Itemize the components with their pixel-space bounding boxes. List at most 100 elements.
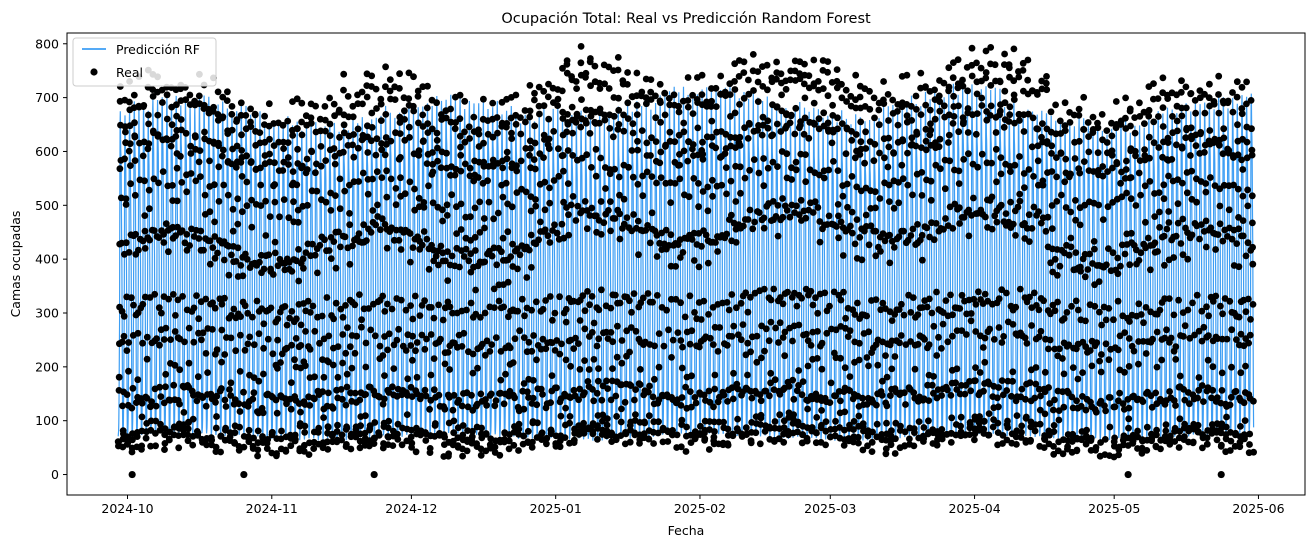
real-point — [758, 131, 766, 139]
real-point — [332, 192, 339, 200]
real-point — [254, 446, 262, 454]
real-point — [559, 115, 567, 122]
real-point — [958, 327, 966, 334]
real-point — [341, 233, 349, 241]
real-point — [967, 317, 975, 325]
real-point — [1243, 78, 1250, 86]
real-point — [491, 443, 499, 451]
real-point — [260, 320, 268, 328]
real-point — [898, 161, 906, 169]
real-point — [728, 384, 736, 392]
real-point — [578, 96, 585, 103]
real-point — [555, 145, 562, 153]
real-point — [1196, 87, 1204, 94]
real-point — [506, 344, 514, 352]
real-point — [250, 434, 257, 442]
real-point — [141, 177, 149, 185]
real-point — [616, 235, 624, 243]
real-point — [1203, 440, 1211, 448]
real-point — [1050, 422, 1058, 429]
real-point — [407, 258, 414, 266]
real-point — [744, 308, 752, 316]
real-point — [587, 55, 594, 62]
real-point — [679, 343, 686, 351]
real-point — [289, 168, 297, 176]
real-point — [385, 330, 393, 338]
real-point — [439, 217, 446, 225]
real-point — [818, 407, 825, 414]
real-point — [427, 331, 435, 338]
real-point — [412, 347, 419, 355]
real-point — [202, 295, 210, 303]
real-point — [1034, 157, 1042, 165]
real-point — [826, 302, 833, 310]
real-point — [200, 246, 207, 254]
real-point — [630, 211, 637, 218]
real-point — [1020, 170, 1028, 177]
real-point — [556, 437, 564, 445]
real-point — [489, 133, 497, 141]
real-point — [605, 63, 613, 71]
real-point — [363, 93, 371, 101]
real-point — [243, 152, 251, 160]
real-point — [741, 124, 748, 132]
real-point — [1215, 141, 1223, 149]
real-point — [728, 333, 736, 340]
real-point — [512, 91, 520, 99]
real-point — [406, 134, 413, 141]
real-point — [1009, 220, 1017, 228]
real-point — [141, 227, 149, 235]
real-point — [1061, 99, 1069, 107]
real-point — [1010, 77, 1018, 85]
real-point — [669, 336, 677, 344]
real-point — [692, 399, 700, 407]
real-point — [928, 309, 936, 317]
real-point — [305, 451, 313, 458]
real-point — [1016, 197, 1024, 205]
real-point — [377, 226, 384, 234]
real-point — [708, 133, 716, 141]
real-point — [607, 227, 614, 235]
real-point — [702, 231, 710, 239]
real-point — [968, 72, 976, 80]
real-point — [1065, 251, 1073, 259]
real-point — [919, 256, 926, 264]
real-point — [949, 311, 956, 319]
real-point — [612, 436, 620, 444]
real-point — [599, 411, 607, 419]
real-point — [300, 447, 308, 455]
real-point — [982, 69, 990, 76]
real-point — [1012, 303, 1020, 311]
real-point — [802, 178, 810, 186]
real-point — [469, 427, 476, 435]
real-point — [243, 255, 251, 263]
real-point — [1042, 79, 1050, 87]
real-point — [1178, 112, 1186, 120]
y-axis-label: Camas ocupadas — [8, 211, 23, 318]
real-point — [894, 108, 901, 115]
real-point — [827, 379, 835, 387]
real-point — [1141, 120, 1148, 127]
real-point — [1187, 90, 1195, 97]
real-point — [140, 102, 148, 109]
real-point — [698, 71, 706, 79]
real-point — [1069, 364, 1077, 371]
real-point — [509, 240, 516, 248]
real-point — [324, 423, 332, 431]
real-point — [970, 194, 977, 202]
real-point — [994, 419, 1002, 427]
real-point — [688, 372, 695, 380]
real-point — [284, 117, 292, 125]
real-point — [546, 184, 553, 192]
real-point — [197, 227, 205, 235]
real-point — [405, 69, 413, 77]
real-point — [528, 264, 535, 271]
real-point — [1172, 343, 1180, 351]
real-point — [760, 182, 768, 190]
real-point — [1010, 45, 1018, 53]
real-point — [605, 85, 613, 92]
real-point — [944, 338, 952, 346]
real-point — [1246, 430, 1254, 438]
real-point — [269, 350, 277, 358]
real-point — [1224, 97, 1232, 105]
